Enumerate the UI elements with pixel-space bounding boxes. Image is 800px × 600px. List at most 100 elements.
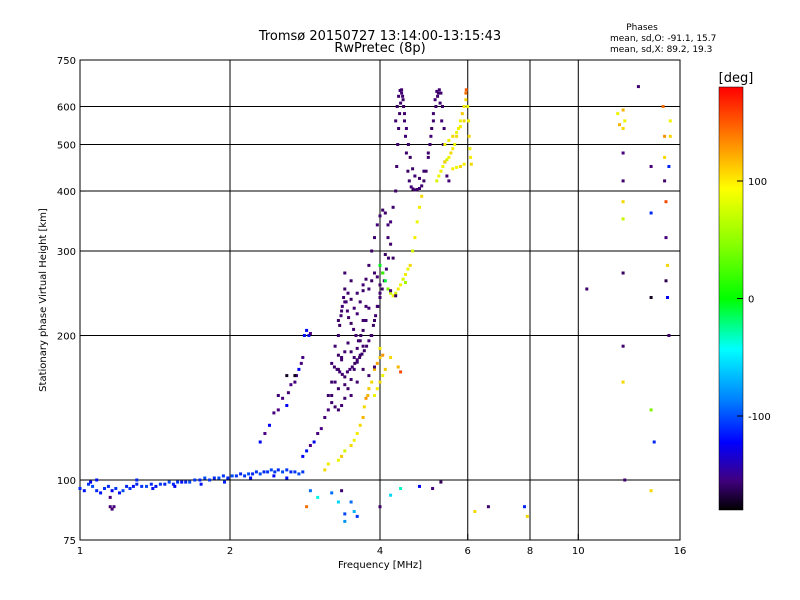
data-point: [378, 356, 382, 359]
data-point: [285, 404, 289, 407]
data-point: [345, 370, 349, 374]
data-point: [373, 365, 376, 369]
data-point: [391, 205, 395, 209]
data-point: [340, 454, 344, 458]
data-point: [338, 370, 342, 374]
data-point: [125, 484, 129, 488]
data-point: [621, 127, 625, 130]
data-point: [404, 281, 407, 284]
data-point: [467, 119, 470, 123]
data-point: [349, 297, 353, 301]
data-point: [361, 367, 365, 371]
data-point: [373, 271, 376, 275]
data-point: [330, 401, 334, 405]
colorbar-tick-label: -100: [748, 412, 771, 423]
data-point: [383, 279, 387, 283]
data-point: [358, 423, 362, 427]
data-point: [621, 200, 625, 204]
data-point: [422, 169, 426, 173]
data-point: [443, 143, 447, 146]
y-tick-label: 750: [57, 56, 76, 67]
data-point: [373, 367, 376, 371]
data-point: [418, 187, 421, 190]
data-point: [373, 236, 376, 240]
data-point: [386, 236, 390, 240]
data-point: [404, 151, 408, 155]
data-point: [184, 480, 188, 484]
x-tick-label: 16: [674, 546, 687, 557]
x-tick-label: 1: [77, 546, 83, 557]
data-point: [355, 291, 359, 295]
data-point: [361, 283, 365, 287]
data-point: [663, 134, 667, 138]
data-point: [364, 277, 368, 281]
data-point: [443, 160, 447, 164]
data-point: [394, 119, 398, 123]
data-point: [408, 263, 412, 267]
data-point: [399, 370, 403, 374]
data-point: [435, 179, 439, 183]
data-point: [458, 165, 462, 168]
data-point: [618, 123, 621, 127]
data-point: [668, 119, 672, 123]
data-point: [198, 478, 202, 482]
data-point: [396, 365, 400, 369]
data-point: [112, 505, 116, 509]
data-point: [323, 416, 327, 419]
data-point: [297, 367, 301, 371]
data-point: [663, 179, 667, 183]
data-point: [358, 356, 362, 359]
data-point: [258, 472, 262, 476]
data-point: [486, 505, 490, 509]
data-point: [371, 323, 375, 327]
data-point: [418, 176, 421, 180]
data-point: [365, 344, 369, 348]
data-point: [426, 151, 430, 155]
data-point: [373, 394, 376, 397]
data-point: [397, 94, 401, 98]
data-point: [326, 394, 330, 397]
data-point: [361, 289, 365, 293]
data-point: [389, 493, 393, 497]
data-point: [451, 167, 455, 171]
data-point: [402, 105, 406, 108]
x-axis-label: Frequency [MHz]: [338, 560, 422, 571]
data-point: [349, 350, 353, 354]
data-point: [375, 361, 379, 365]
data-point: [326, 408, 330, 412]
data-point: [403, 112, 406, 116]
data-point: [349, 394, 353, 397]
data-point: [293, 374, 297, 378]
data-point: [330, 361, 334, 365]
data-point: [230, 474, 234, 478]
data-point: [661, 105, 665, 108]
colorbar-ticks: 100 0 -100: [737, 177, 771, 423]
data-point: [367, 263, 371, 267]
colorbar-tick-label: 100: [748, 177, 767, 188]
phases-o-stats: mean, sd,O: -91.1, 15.7: [610, 34, 716, 44]
data-point: [330, 394, 334, 397]
data-point: [667, 334, 671, 337]
data-point: [276, 408, 280, 412]
data-point: [451, 147, 455, 151]
data-point: [281, 396, 285, 400]
data-point: [649, 211, 653, 215]
data-point: [398, 112, 402, 116]
data-point: [347, 316, 351, 320]
data-point: [289, 470, 293, 474]
data-point: [437, 174, 441, 178]
data-point: [348, 367, 352, 371]
data-point: [623, 478, 627, 482]
data-point: [339, 314, 343, 318]
data-point: [396, 287, 400, 291]
data-point: [356, 339, 360, 343]
y-tick-label: 75: [63, 536, 76, 547]
data-point: [330, 380, 334, 384]
data-point: [316, 495, 320, 499]
x-tick-label: 2: [227, 546, 233, 557]
data-point: [378, 291, 382, 295]
data-point: [362, 405, 366, 409]
data-point: [173, 484, 177, 488]
data-points: [78, 85, 672, 523]
data-point: [370, 380, 374, 384]
